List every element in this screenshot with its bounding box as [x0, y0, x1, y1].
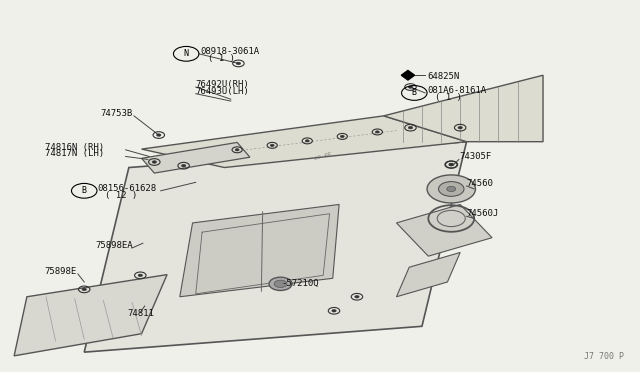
- Circle shape: [408, 86, 413, 88]
- Text: 74560: 74560: [467, 179, 493, 188]
- Text: 74305F: 74305F: [459, 153, 491, 161]
- Circle shape: [458, 126, 462, 129]
- Circle shape: [449, 163, 454, 166]
- Text: cc  cc: cc cc: [314, 151, 332, 161]
- Text: 08156-61628: 08156-61628: [97, 184, 156, 193]
- Circle shape: [447, 186, 456, 192]
- Polygon shape: [141, 142, 250, 173]
- Text: ( 1 ): ( 1 ): [435, 93, 461, 102]
- Text: J7 700 P: J7 700 P: [584, 352, 625, 361]
- Text: 081A6-8161A: 081A6-8161A: [427, 86, 486, 95]
- Text: B: B: [82, 186, 87, 195]
- Polygon shape: [401, 70, 415, 80]
- Circle shape: [305, 140, 309, 142]
- Polygon shape: [141, 116, 467, 167]
- Polygon shape: [84, 142, 467, 352]
- Circle shape: [269, 277, 292, 291]
- Circle shape: [138, 274, 143, 277]
- Text: 75898E: 75898E: [45, 267, 77, 276]
- Circle shape: [376, 131, 380, 133]
- Circle shape: [236, 149, 239, 151]
- Polygon shape: [384, 75, 543, 142]
- Circle shape: [340, 135, 344, 138]
- Text: 64825N: 64825N: [427, 72, 460, 81]
- Circle shape: [270, 144, 274, 147]
- Text: 74811: 74811: [127, 309, 154, 318]
- Text: 76492U(RH): 76492U(RH): [196, 80, 250, 89]
- Text: B: B: [412, 89, 417, 97]
- Text: 74753B: 74753B: [100, 109, 132, 118]
- Text: 74816N (RH): 74816N (RH): [45, 143, 104, 152]
- Circle shape: [157, 134, 161, 136]
- Text: 75898EA: 75898EA: [96, 241, 133, 250]
- Circle shape: [182, 164, 186, 167]
- Text: ( 1 ): ( 1 ): [209, 54, 236, 63]
- Polygon shape: [396, 253, 460, 297]
- Circle shape: [332, 310, 336, 312]
- Circle shape: [274, 280, 287, 288]
- Circle shape: [82, 288, 86, 291]
- Text: 76493U(LH): 76493U(LH): [196, 87, 250, 96]
- Text: 74560J: 74560J: [467, 209, 499, 218]
- Polygon shape: [396, 205, 492, 256]
- Text: 08918-3061A: 08918-3061A: [201, 47, 260, 56]
- Text: N: N: [184, 49, 189, 58]
- Text: ( 12 ): ( 12 ): [104, 191, 137, 200]
- Circle shape: [355, 295, 359, 298]
- Circle shape: [408, 126, 413, 129]
- Text: -57210Q: -57210Q: [282, 279, 319, 288]
- Circle shape: [152, 161, 157, 163]
- Circle shape: [438, 182, 464, 196]
- Polygon shape: [180, 205, 339, 297]
- Circle shape: [427, 175, 476, 203]
- Polygon shape: [14, 275, 167, 356]
- Circle shape: [236, 62, 241, 65]
- Text: 74817N (LH): 74817N (LH): [45, 150, 104, 158]
- Circle shape: [449, 163, 454, 166]
